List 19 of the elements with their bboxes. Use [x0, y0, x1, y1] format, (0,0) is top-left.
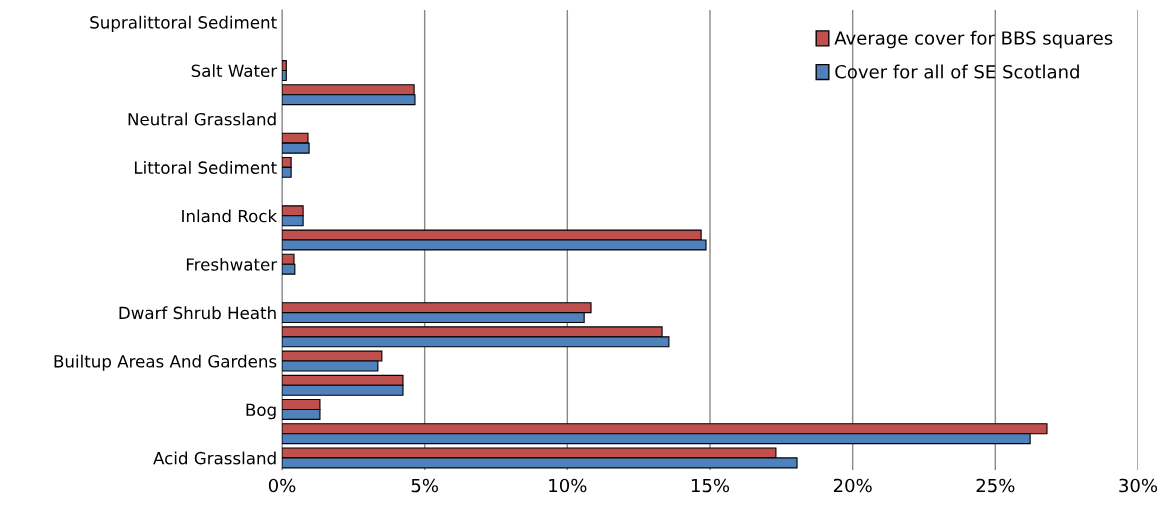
- y-tick-label: Dwarf Shrub Heath: [119, 306, 276, 320]
- legend-label: Cover for all of SE Scotland: [835, 64, 1079, 79]
- x-tick-label: 0%: [268, 478, 296, 493]
- y-tick-label: Inland Rock: [182, 209, 278, 223]
- y-tick-label: Supralittoral Sediment: [90, 15, 277, 32]
- x-tick-label: 5%: [411, 478, 438, 493]
- x-tick-label: 20%: [833, 478, 872, 493]
- x-tick-label: 10%: [549, 478, 587, 493]
- y-tick-label: Salt Water: [191, 64, 278, 78]
- x-tick-label: 30%: [1119, 478, 1158, 493]
- legend-label: Average cover for BBS squares: [834, 30, 1113, 49]
- y-tick-label: Acid Grassland: [153, 451, 276, 465]
- x-tick-label: 25%: [976, 478, 1015, 493]
- y-tick-label: Littoral Sediment: [134, 161, 277, 174]
- y-tick-label: Neutral Grassland: [128, 112, 276, 126]
- y-tick-label: Bog: [246, 403, 276, 420]
- y-tick-label: Freshwater: [186, 257, 278, 271]
- y-tick-label: Builtup Areas And Gardens: [54, 354, 277, 371]
- x-tick-label: 15%: [691, 478, 730, 493]
